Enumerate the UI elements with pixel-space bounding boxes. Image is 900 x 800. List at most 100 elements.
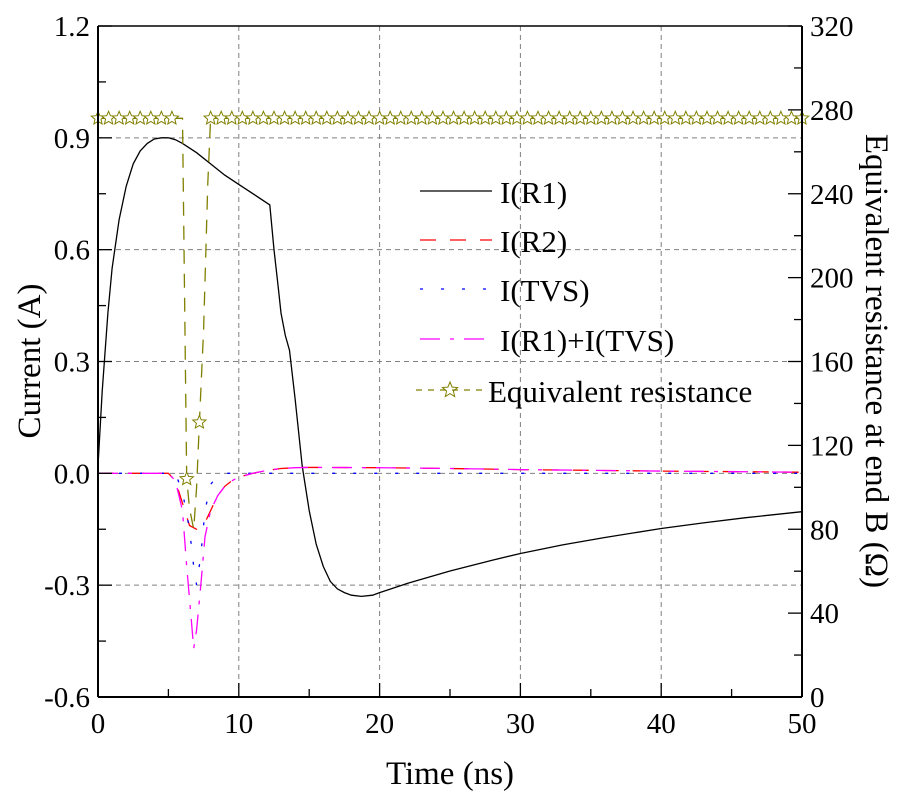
x-tick-label: 50 xyxy=(788,708,817,740)
y2-tick-label: 120 xyxy=(810,430,854,462)
axes xyxy=(97,25,803,698)
y2-tick-label: 240 xyxy=(810,179,854,211)
star-marker xyxy=(625,110,641,125)
star-marker xyxy=(202,110,219,125)
y-tick-label: 1.2 xyxy=(54,11,90,43)
star-marker xyxy=(646,110,663,125)
y2-axis-title: Equivalent resistance at end B (Ω) xyxy=(858,134,894,588)
star-marker xyxy=(614,110,631,125)
star-marker xyxy=(371,110,388,125)
legend-label-r1-plus-tvs: I(R1)+I(TVS) xyxy=(500,323,674,358)
star-marker xyxy=(255,110,272,125)
y-axis-title: Current (A) xyxy=(12,284,48,439)
star-marker xyxy=(213,110,230,125)
star-marker xyxy=(111,110,128,125)
star-marker xyxy=(561,110,578,125)
legend-item-equivalent-resistance: Equivalent resistance xyxy=(416,374,752,409)
series-layer xyxy=(90,110,810,649)
star-marker xyxy=(572,110,589,125)
star-marker xyxy=(121,110,138,125)
star-marker xyxy=(287,110,304,125)
legend-item-r1-plus-tvs: I(R1)+I(TVS) xyxy=(420,323,674,358)
star-marker xyxy=(751,110,768,125)
legend-label-r1: I(R1) xyxy=(500,175,567,210)
star-marker xyxy=(741,110,758,125)
x-tick-label: 30 xyxy=(506,708,535,740)
star-marker xyxy=(635,110,652,125)
series-line-2 xyxy=(98,472,802,586)
tick-labels: 0 10 20 30 40 50 -0.6 -0.3 0.0 0.3 0.6 0.9 1.2 0 40 80 1… xyxy=(44,11,853,740)
grid-lines xyxy=(98,26,802,697)
star-marker xyxy=(456,110,472,125)
series-line-4 xyxy=(98,117,802,530)
legend-star-icon xyxy=(441,380,459,398)
x-tick-label: 20 xyxy=(365,708,394,740)
x-tick-label: 0 xyxy=(91,708,106,740)
series-line-0 xyxy=(97,137,803,598)
star-marker xyxy=(656,110,673,125)
y-tick-label: 0.9 xyxy=(54,123,90,155)
star-marker xyxy=(667,110,684,125)
star-marker xyxy=(276,110,293,125)
star-marker xyxy=(392,110,409,125)
star-marker xyxy=(445,110,462,125)
star-marker xyxy=(540,110,557,125)
y-tick-label: -0.3 xyxy=(44,570,90,602)
y-tick-label: 0.6 xyxy=(54,235,90,267)
x-axis-title: Time (ns) xyxy=(386,756,514,792)
star-marker xyxy=(350,110,367,125)
y2-tick-label: 80 xyxy=(810,514,839,546)
star-marker xyxy=(234,110,251,125)
star-marker xyxy=(100,110,117,125)
star-marker xyxy=(318,110,335,125)
y-tick-label: -0.6 xyxy=(44,682,90,714)
star-marker xyxy=(142,110,159,125)
legend-label-tvs: I(TVS) xyxy=(500,273,590,308)
star-marker xyxy=(783,110,800,125)
star-marker xyxy=(699,110,715,125)
y2-tick-label: 200 xyxy=(810,263,854,295)
star-marker xyxy=(361,110,377,125)
y2-tick-label: 40 xyxy=(810,598,839,630)
star-marker xyxy=(424,110,441,125)
star-marker xyxy=(297,110,314,125)
star-marker xyxy=(604,110,620,125)
star-marker xyxy=(435,110,451,125)
star-marker xyxy=(382,110,399,125)
star-marker xyxy=(530,110,546,125)
star-marker xyxy=(308,110,325,125)
star-marker xyxy=(772,110,789,125)
star-marker xyxy=(477,110,494,125)
star-marker xyxy=(466,110,483,125)
star-marker xyxy=(178,470,195,486)
star-marker xyxy=(498,110,515,125)
star-marker xyxy=(340,110,356,125)
star-marker xyxy=(164,110,180,125)
legend-item-r1: I(R1) xyxy=(420,175,567,210)
y-tick-label: 0.0 xyxy=(54,458,90,490)
star-marker xyxy=(266,110,282,125)
y2-tick-label: 320 xyxy=(810,11,854,43)
star-marker xyxy=(223,110,240,125)
y-tick-label: 0.3 xyxy=(54,347,90,379)
star-marker xyxy=(413,110,430,125)
star-marker xyxy=(762,110,779,125)
series-line-1 xyxy=(98,466,803,531)
y2-tick-label: 280 xyxy=(810,95,854,127)
star-marker xyxy=(720,110,736,125)
star-marker xyxy=(487,110,504,125)
y2-tick-label: 0 xyxy=(810,682,825,714)
star-marker xyxy=(153,110,170,125)
star-marker xyxy=(730,110,747,125)
legend-item-tvs: I(TVS) xyxy=(420,273,590,308)
star-marker xyxy=(329,110,346,125)
star-marker xyxy=(688,110,705,125)
series-line-3 xyxy=(98,466,803,649)
star-marker xyxy=(191,413,208,430)
star-marker xyxy=(132,110,149,125)
star-marker xyxy=(582,110,599,125)
legend-label-equivalent-resistance: Equivalent resistance xyxy=(488,374,752,409)
star-marker xyxy=(244,110,261,125)
star-marker xyxy=(551,110,568,125)
